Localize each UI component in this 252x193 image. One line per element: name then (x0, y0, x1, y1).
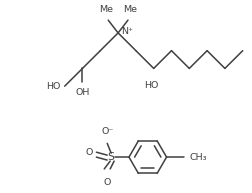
Text: CH₃: CH₃ (188, 153, 206, 162)
Text: O: O (103, 178, 110, 187)
Text: O⁻: O⁻ (101, 127, 113, 136)
Text: HO: HO (46, 82, 60, 91)
Text: S: S (107, 152, 114, 162)
Text: Me: Me (122, 5, 136, 14)
Text: Me: Me (99, 5, 113, 14)
Text: OH: OH (75, 88, 89, 97)
Text: N⁺: N⁺ (120, 27, 133, 36)
Text: HO: HO (144, 81, 158, 90)
Text: O: O (85, 148, 93, 157)
